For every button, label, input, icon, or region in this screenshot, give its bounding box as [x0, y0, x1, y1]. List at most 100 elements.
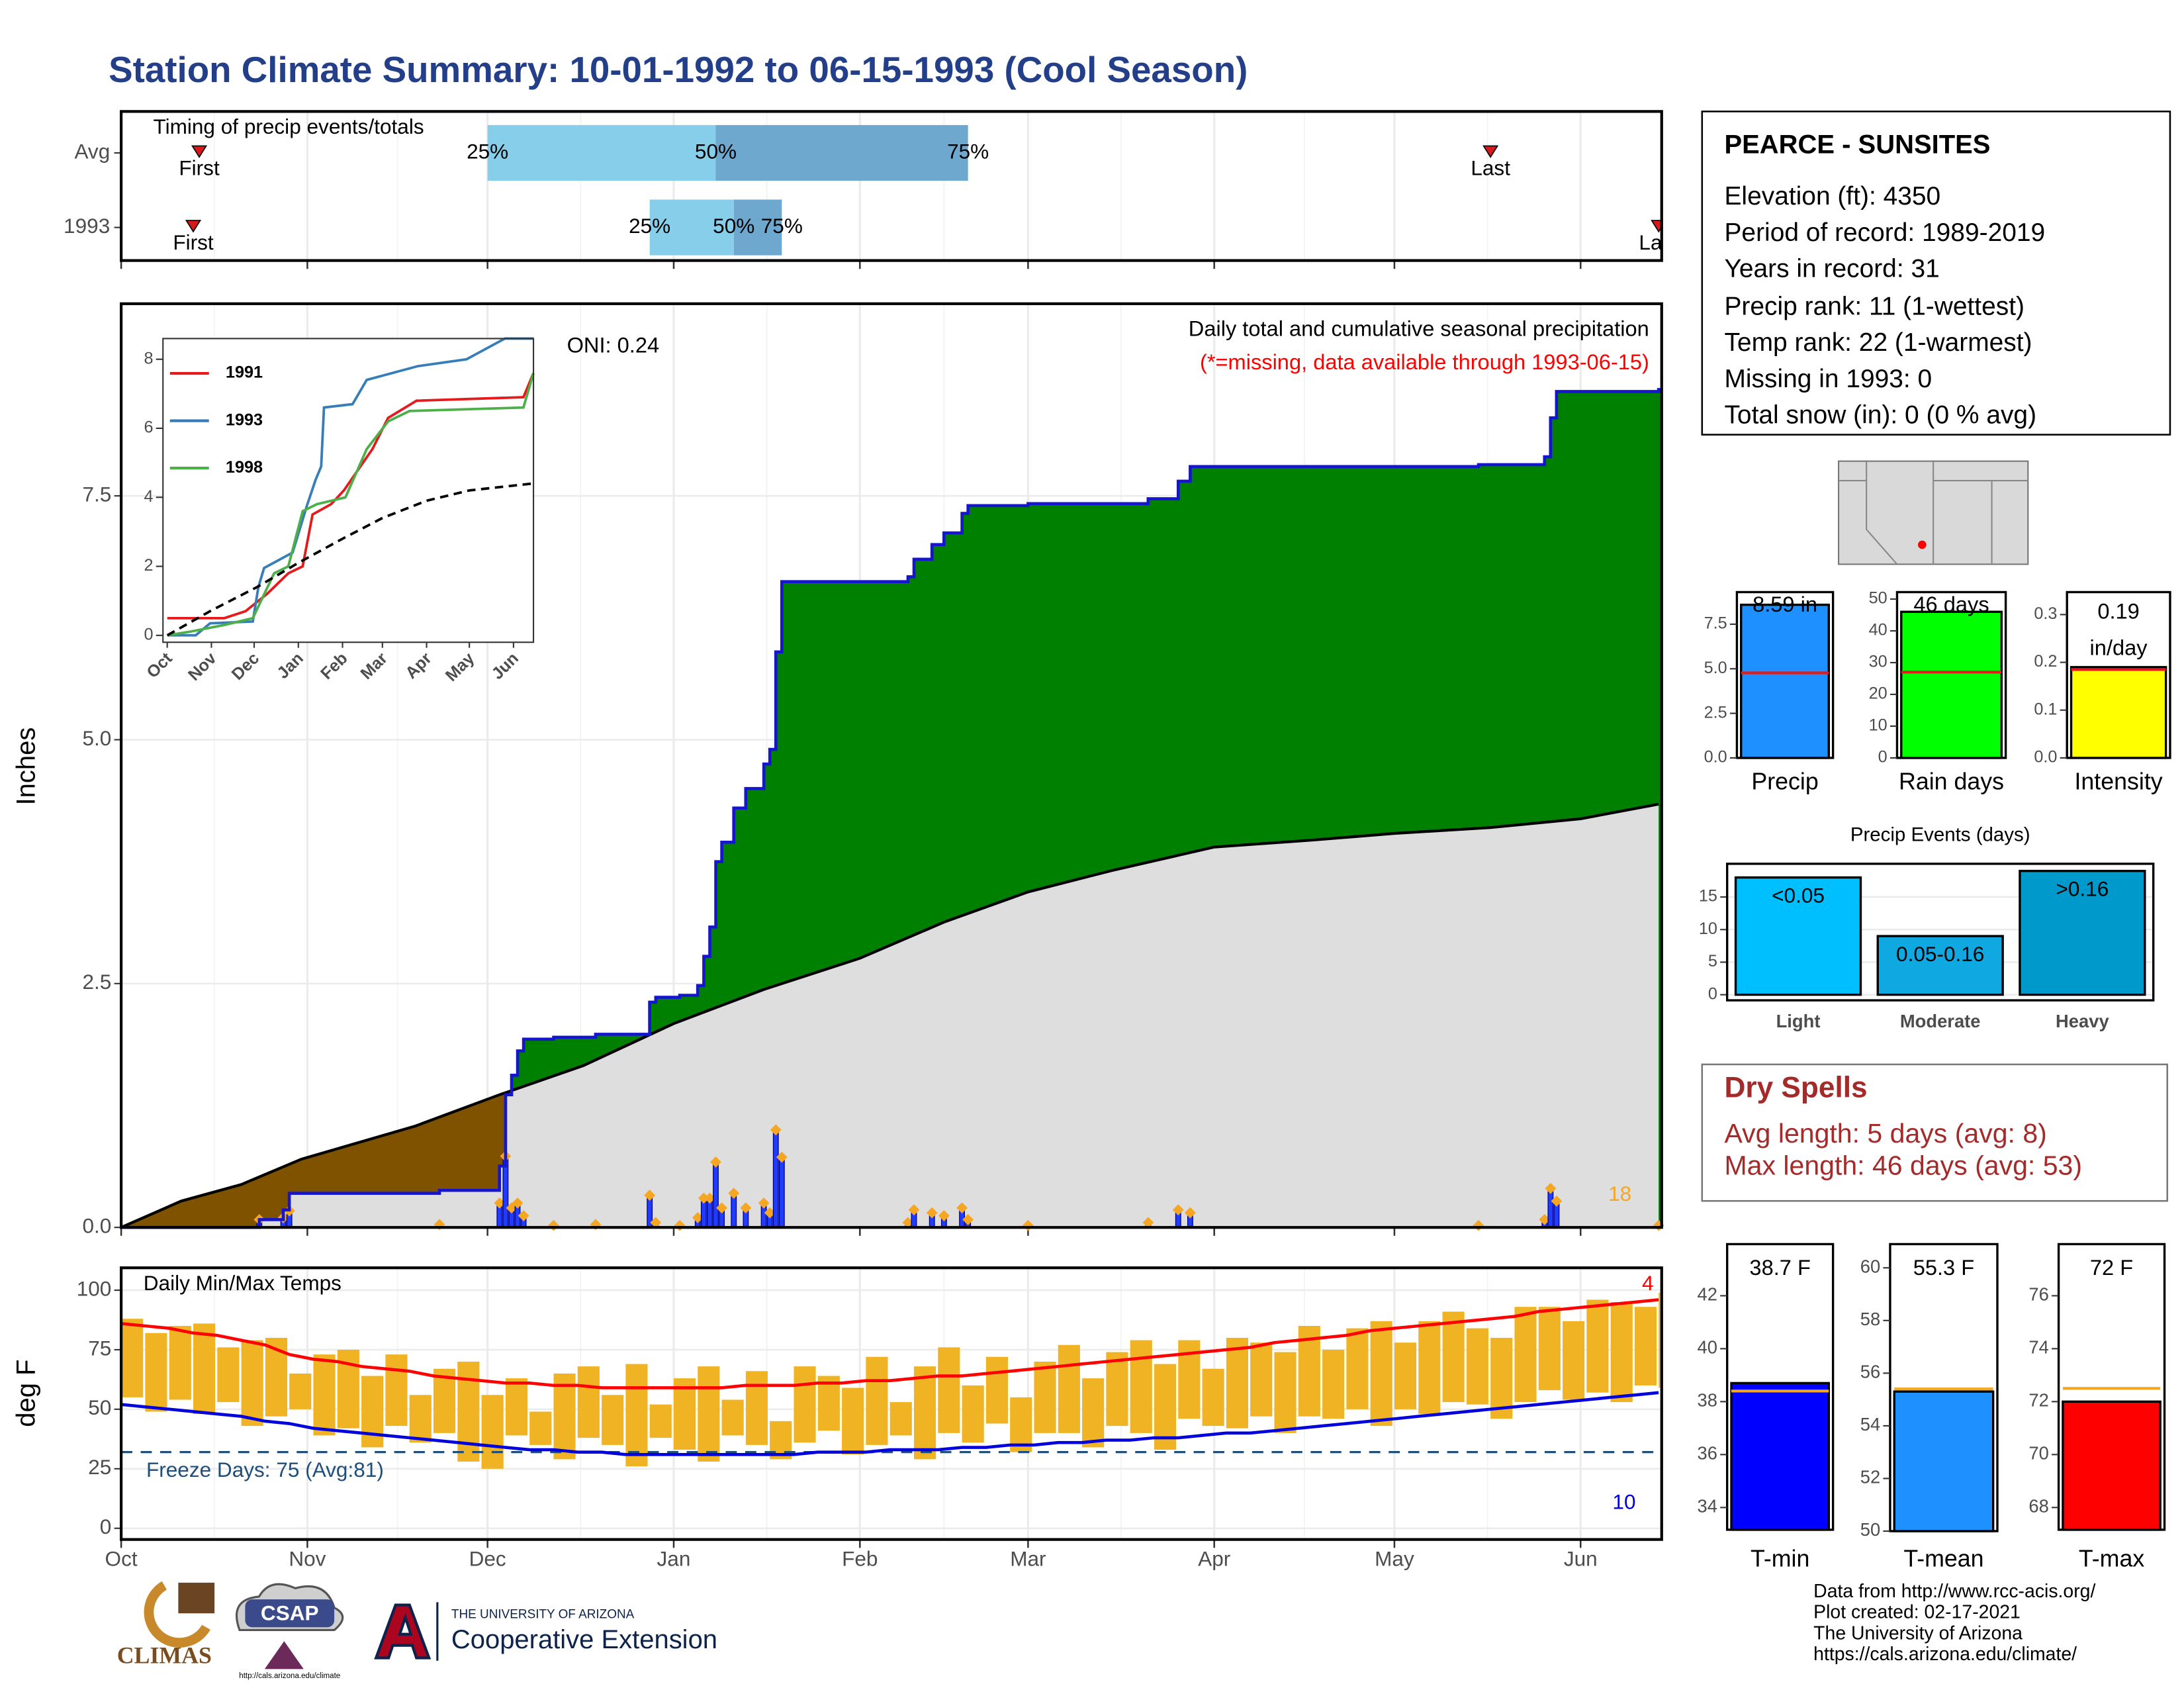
y-tick-label: 54 — [1860, 1414, 1880, 1434]
y-tick-label: 7.5 — [1704, 614, 1727, 633]
daily-bar — [778, 1156, 785, 1228]
temp-bar — [1514, 1307, 1537, 1403]
y-tick-label: 2 — [144, 556, 153, 575]
y-tick-label: 56 — [1860, 1362, 1880, 1382]
y-tick-label: 38 — [1698, 1390, 1717, 1411]
series-line — [166, 482, 534, 637]
station-line: Total snow (in): 0 (0 % avg) — [1724, 401, 2036, 430]
x-axis-label: Precip — [1751, 768, 1818, 794]
dry-spells-box — [1701, 1063, 2169, 1202]
temp-bar — [1563, 1321, 1585, 1400]
climas-logo: CLIMAS — [117, 1581, 215, 1669]
panel-frame — [119, 302, 1663, 1229]
percent-label: 50% — [713, 214, 754, 238]
y-tick-label: 76 — [2028, 1284, 2048, 1305]
temp-bar — [1370, 1321, 1392, 1427]
temp-bar — [602, 1395, 624, 1445]
temp-bar — [169, 1326, 191, 1400]
x-tick-label: Dec — [469, 1547, 506, 1571]
y-tick-label: 36 — [1698, 1443, 1717, 1464]
daily-marker — [728, 1188, 740, 1199]
logo-url: http://cals.arizona.edu/climate — [239, 1672, 340, 1680]
y-tick-label: 1993 — [64, 214, 110, 238]
y-tick-label: 0 — [1708, 984, 1717, 1003]
y-tick-label: 68 — [2028, 1496, 2048, 1517]
temp-bar — [1010, 1397, 1032, 1452]
percent-label: 25% — [467, 139, 508, 163]
season-line — [121, 388, 1662, 1229]
station-box — [1701, 111, 2171, 436]
bar — [1893, 1390, 1995, 1532]
daily-marker — [698, 1192, 709, 1204]
temp-bar — [1202, 1368, 1224, 1427]
y-tick-label: Avg — [74, 139, 110, 163]
x-tick-label: Nov — [289, 1547, 326, 1571]
panel-title: Daily total and cumulative seasonal prec… — [1189, 316, 1649, 340]
daily-marker — [770, 1124, 782, 1136]
event-marker — [191, 145, 208, 158]
temp-bar — [193, 1323, 216, 1415]
bar — [1730, 1382, 1831, 1531]
x-axis-label: Intensity — [2074, 768, 2162, 794]
daily-marker — [926, 1207, 938, 1219]
x-tick-label: Apr — [1198, 1547, 1230, 1571]
x-tick-label: Moderate — [1900, 1011, 1981, 1031]
temp-bar — [1538, 1307, 1561, 1391]
temp-bar — [1322, 1349, 1345, 1419]
value-label: 72 F — [2090, 1255, 2133, 1280]
y-tick-label: 0 — [1878, 748, 1888, 767]
temp-bar — [1226, 1337, 1248, 1429]
daily-bar — [772, 1129, 779, 1228]
legend-label: 1998 — [226, 458, 263, 477]
page-title: Station Climate Summary: 10-01-1992 to 0… — [109, 49, 1248, 90]
temp-bar — [385, 1354, 408, 1427]
y-tick-label: 6 — [144, 418, 153, 437]
daily-marker — [938, 1210, 950, 1221]
temp-bar — [721, 1399, 744, 1436]
inset-frame — [162, 338, 535, 643]
y-tick-label: 10 — [1699, 919, 1717, 938]
temp-bar — [313, 1354, 336, 1436]
temp-bar — [505, 1378, 528, 1436]
bar — [1876, 935, 2004, 996]
temp-bar — [1058, 1344, 1080, 1433]
panel-subtitle: (*=missing, data available through 1993-… — [1200, 350, 1649, 374]
y-tick-label: 42 — [1698, 1284, 1717, 1305]
x-axis-label: T-mean — [1903, 1546, 1983, 1572]
temp-bar — [529, 1411, 552, 1445]
credit: Plot created: 02-17-2021 — [1813, 1602, 2021, 1623]
temp-bar — [241, 1340, 263, 1427]
temp-bar — [1082, 1378, 1105, 1448]
y-tick-label: 2.5 — [1704, 703, 1727, 722]
count-label: 4 — [1642, 1271, 1654, 1295]
value-unit: in/day — [2090, 635, 2148, 659]
event-marker — [185, 220, 202, 233]
dry-spells-title: Dry Spells — [1724, 1072, 1867, 1104]
timing-layer: Timing of precip events/totals 25% 50% 75% F… — [154, 115, 1662, 256]
series-line — [167, 372, 535, 620]
daily-marker — [650, 1217, 662, 1229]
value-label: 0.19 — [2097, 599, 2139, 624]
temp-bar — [1442, 1311, 1465, 1403]
annotation: ONI: 0.24 — [567, 333, 660, 357]
x-tick-label: Heavy — [2056, 1011, 2109, 1031]
station-line: Years in record: 31 — [1724, 255, 1939, 283]
bar — [2062, 1400, 2161, 1531]
bin-label: <0.05 — [1772, 883, 1825, 907]
panel-frame — [119, 110, 1663, 262]
temp-bar — [409, 1395, 432, 1443]
y-tick-label: 0.0 — [1704, 748, 1727, 767]
bar — [1900, 610, 2003, 759]
y-tick-label: 70 — [2028, 1443, 2048, 1464]
y-tick-label: 0.0 — [2034, 748, 2057, 767]
daily-bar — [713, 1161, 719, 1228]
credit: The University of Arizona — [1813, 1622, 2023, 1644]
temp-bar — [913, 1366, 936, 1460]
temp-bar — [121, 1319, 144, 1397]
y-tick-label: 0.2 — [2034, 652, 2057, 671]
panel-frame — [119, 1266, 1663, 1541]
temp-bar — [1466, 1328, 1488, 1405]
bar — [2019, 870, 2146, 996]
panel-title: Timing of precip events/totals — [154, 115, 424, 138]
